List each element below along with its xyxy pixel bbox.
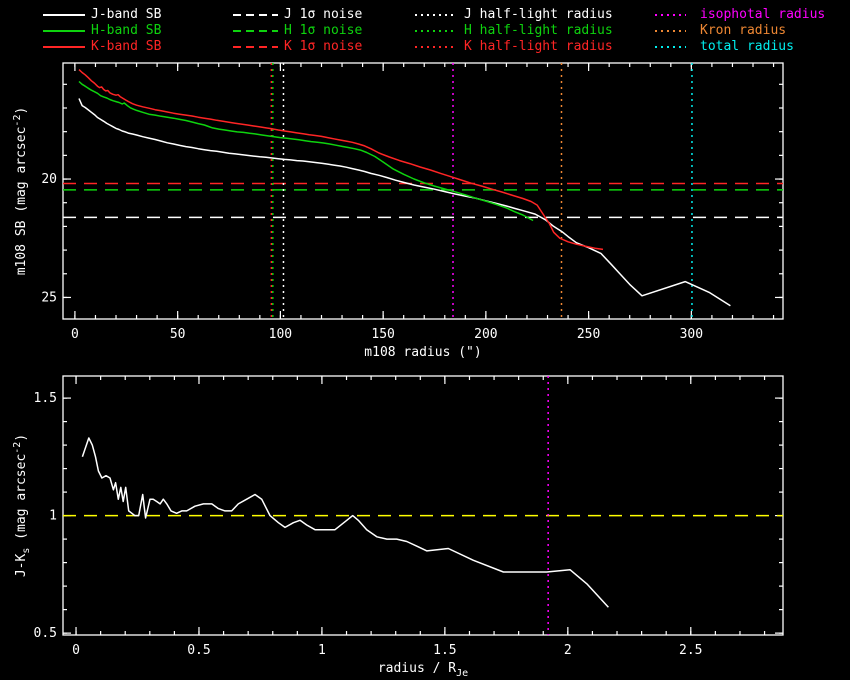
- axes-frame: [62, 62, 784, 320]
- legend-item: H 1σ noise: [233, 23, 362, 39]
- dotted-line-swatch: [415, 14, 454, 16]
- legend-column-4: isophotal radius Kron radius total radius: [655, 7, 825, 55]
- legend-label: H-band SB: [91, 23, 162, 38]
- legend-column-3: J half-light radius H half-light radius K …: [415, 7, 613, 55]
- solid-line-swatch: [43, 14, 85, 16]
- legend-item: J half-light radius: [415, 7, 613, 23]
- legend-label: total radius: [700, 39, 794, 54]
- legend-item: K-band SB: [43, 39, 161, 55]
- x-tick-label: 250: [577, 327, 600, 342]
- legend-label: isophotal radius: [700, 7, 826, 22]
- legend-item: Kron radius: [655, 23, 825, 39]
- series-line-J-band-SB: [78, 98, 731, 307]
- legend-item: K 1σ noise: [233, 39, 362, 55]
- y-tick-label: 25: [41, 290, 57, 305]
- legend-item: H half-light radius: [415, 23, 613, 39]
- legend-label: Kron radius: [700, 23, 787, 38]
- y-tick-label: 20: [41, 172, 57, 187]
- legend-item: J 1σ noise: [233, 7, 362, 23]
- x-tick-label: 200: [474, 327, 497, 342]
- dashed-line-swatch: [233, 30, 278, 32]
- x-tick-label: 1: [318, 643, 326, 658]
- legend-label: K-band SB: [91, 39, 162, 54]
- y-axis-label: m108 SB (mag arcsec-2): [12, 107, 29, 276]
- x-axis-label: m108 radius ("): [364, 345, 481, 360]
- x-tick-label: 0: [72, 643, 80, 658]
- dotted-line-swatch: [655, 14, 686, 16]
- x-tick-label: 2.5: [679, 643, 702, 658]
- dotted-line-swatch: [655, 30, 686, 32]
- legend-label: J 1σ noise: [284, 7, 363, 22]
- x-tick-label: 2: [564, 643, 572, 658]
- legend-label: K 1σ noise: [284, 39, 363, 54]
- y-tick-label: 0.5: [34, 626, 57, 641]
- dashed-line-swatch: [233, 46, 278, 48]
- plot-legend: J-band SB H-band SB K-band SB J 1σ noise H 1…: [0, 0, 850, 62]
- y-axis-label: J-Ks (mag arcsec-2): [12, 434, 32, 577]
- dashed-line-swatch: [233, 14, 278, 16]
- series-line-K-band-SB: [78, 69, 604, 251]
- legend-column-2: J 1σ noise H 1σ noise K 1σ noise: [233, 7, 362, 55]
- x-tick-label: 1.5: [433, 643, 456, 658]
- legend-label: J half-light radius: [464, 7, 613, 22]
- color-profile-panel: 0 0.5 1 1.5 2 2.5 0.5 1 1.5 radius / RJe J-Ks (mag…: [12, 375, 784, 679]
- dotted-line-swatch: [415, 46, 454, 48]
- y-tick-label: 1.5: [34, 391, 57, 406]
- legend-item: total radius: [655, 39, 825, 55]
- y-tick-label: 1: [49, 509, 57, 524]
- x-tick-label: 300: [680, 327, 703, 342]
- axes-frame: [62, 375, 784, 636]
- solid-line-swatch: [43, 30, 85, 32]
- dotted-line-swatch: [655, 46, 686, 48]
- x-tick-label: 0: [71, 327, 79, 342]
- legend-column-1: J-band SB H-band SB K-band SB: [43, 7, 161, 55]
- sb-profile-panel: 0 50 100 150 200 250 300 20 25 m108 radius (") m10…: [12, 62, 784, 360]
- legend-item: H-band SB: [43, 23, 161, 39]
- series-line-J-Ks-color-profile: [81, 437, 609, 608]
- legend-item: K half-light radius: [415, 39, 613, 55]
- x-axis-label: radius / RJe: [378, 661, 468, 679]
- x-tick-label: 100: [269, 327, 292, 342]
- x-tick-label: 0.5: [187, 643, 210, 658]
- legend-label: J-band SB: [91, 7, 162, 22]
- legend-item: isophotal radius: [655, 7, 825, 23]
- solid-line-swatch: [43, 46, 85, 48]
- x-tick-label: 50: [170, 327, 186, 342]
- legend-label: K half-light radius: [464, 39, 613, 54]
- series-line-H-band-SB: [78, 80, 534, 222]
- dotted-line-swatch: [415, 30, 454, 32]
- x-tick-label: 150: [371, 327, 394, 342]
- legend-label: H 1σ noise: [284, 23, 363, 38]
- legend-label: H half-light radius: [464, 23, 613, 38]
- legend-item: J-band SB: [43, 7, 161, 23]
